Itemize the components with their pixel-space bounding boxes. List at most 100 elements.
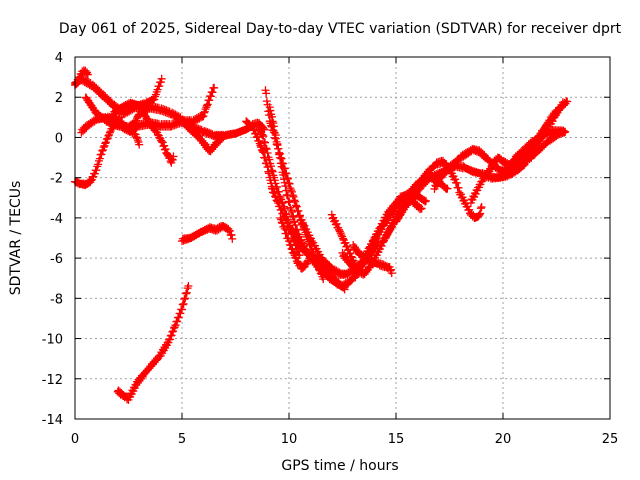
data-point bbox=[419, 174, 428, 183]
series-arc-26 bbox=[413, 156, 486, 223]
y-tick-label: -4 bbox=[50, 212, 63, 227]
data-point bbox=[421, 172, 430, 181]
data-point bbox=[307, 237, 316, 246]
data-point bbox=[92, 166, 101, 175]
data-point bbox=[261, 138, 270, 147]
data-point bbox=[256, 141, 265, 150]
data-point bbox=[337, 231, 346, 240]
data-point bbox=[334, 280, 343, 289]
data-point bbox=[160, 141, 169, 150]
data-point bbox=[279, 209, 288, 218]
data-point bbox=[560, 128, 569, 137]
data-point bbox=[443, 184, 452, 193]
data-point bbox=[421, 197, 430, 206]
data-point bbox=[94, 160, 103, 169]
data-point bbox=[167, 331, 176, 340]
data-point bbox=[271, 131, 280, 140]
data-point bbox=[282, 186, 291, 195]
data-point bbox=[155, 82, 164, 91]
data-point bbox=[476, 204, 485, 213]
data-point bbox=[228, 234, 237, 243]
y-tick-label: -6 bbox=[50, 252, 63, 267]
series-arc-10 bbox=[178, 222, 237, 246]
data-point bbox=[278, 219, 287, 228]
y-tick-label: 2 bbox=[55, 91, 63, 106]
data-point bbox=[332, 219, 341, 228]
data-point bbox=[90, 169, 99, 178]
data-point bbox=[255, 139, 264, 148]
data-point bbox=[341, 238, 350, 247]
data-point bbox=[182, 288, 191, 297]
data-point bbox=[265, 155, 274, 164]
data-point bbox=[387, 269, 396, 278]
data-point bbox=[276, 153, 285, 162]
series-arc-27 bbox=[430, 144, 529, 193]
data-point bbox=[261, 144, 270, 153]
ticks: 0 5 10 15 20 25 -14 -12 -10 -8 -6 -4 -2 0 2 4 bbox=[42, 51, 619, 447]
data-point bbox=[561, 127, 570, 136]
data-point bbox=[273, 197, 282, 206]
data-point bbox=[549, 112, 558, 121]
data-point bbox=[157, 74, 166, 83]
series-arc-31 bbox=[520, 127, 570, 167]
data-point bbox=[165, 335, 174, 344]
grid bbox=[75, 57, 610, 419]
data-point bbox=[475, 210, 484, 219]
data-point bbox=[145, 364, 154, 373]
chart-title: Day 061 of 2025, Sidereal Day-to-day VTE… bbox=[59, 21, 622, 37]
data-point bbox=[435, 177, 444, 186]
data-point bbox=[135, 140, 144, 149]
data-point bbox=[95, 154, 104, 163]
series-arc-7 bbox=[118, 83, 219, 136]
data-point bbox=[268, 184, 277, 193]
data-point bbox=[259, 132, 268, 141]
data-point bbox=[471, 189, 480, 198]
data-point bbox=[284, 197, 293, 206]
data-point bbox=[99, 143, 108, 152]
data-point bbox=[417, 204, 426, 213]
data-point bbox=[262, 97, 271, 106]
data-point bbox=[286, 241, 295, 250]
data-point bbox=[203, 100, 212, 109]
data-point bbox=[277, 205, 286, 214]
data-point bbox=[178, 305, 186, 314]
y-tick-label: -2 bbox=[50, 172, 63, 187]
data-point bbox=[454, 183, 463, 192]
data-point bbox=[476, 209, 485, 218]
data-point bbox=[285, 237, 293, 246]
data-point bbox=[421, 196, 430, 205]
data-point bbox=[287, 206, 296, 215]
data-point bbox=[97, 150, 106, 159]
data-point bbox=[205, 96, 214, 105]
data-point bbox=[300, 221, 309, 230]
data-point bbox=[285, 198, 294, 207]
data-point bbox=[277, 198, 286, 207]
data-point bbox=[265, 103, 274, 112]
data-point bbox=[208, 88, 217, 97]
data-point bbox=[251, 129, 260, 138]
data-point bbox=[346, 249, 355, 258]
x-tick-label: 20 bbox=[495, 432, 512, 447]
data-point bbox=[174, 313, 183, 322]
data-point bbox=[260, 137, 269, 146]
data-point bbox=[451, 175, 460, 184]
data-point bbox=[271, 192, 280, 201]
data-point bbox=[168, 327, 177, 336]
data-point bbox=[261, 153, 270, 162]
data-point bbox=[289, 192, 298, 201]
data-point bbox=[82, 69, 91, 78]
data-point bbox=[133, 136, 142, 145]
data-point bbox=[289, 249, 298, 258]
data-point bbox=[153, 85, 162, 94]
data-point bbox=[285, 179, 294, 188]
data-point bbox=[157, 136, 166, 145]
data-point bbox=[263, 149, 272, 158]
data-points bbox=[71, 66, 572, 404]
data-point bbox=[273, 139, 282, 148]
data-point bbox=[365, 244, 374, 253]
y-tick-label: -10 bbox=[42, 333, 63, 348]
data-point bbox=[199, 112, 208, 121]
data-point bbox=[387, 265, 396, 274]
y-tick-label: -12 bbox=[42, 373, 63, 388]
